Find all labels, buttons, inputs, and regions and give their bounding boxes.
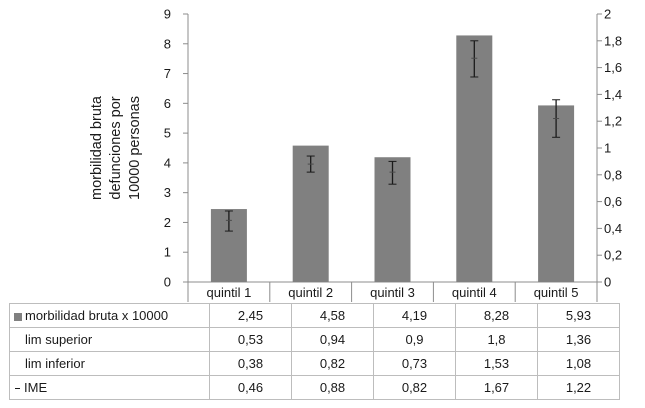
y-axis-label: morbilidad bruta defunciones por 10000 per… bbox=[89, 95, 143, 200]
y-axis-title-line: defunciones por bbox=[108, 96, 124, 199]
y-axis-title: morbilidad bruta defunciones por 10000 per… bbox=[89, 95, 143, 200]
row-label-text: morbilidad bruta x 10000 bbox=[25, 308, 169, 323]
error-bars bbox=[224, 40, 561, 232]
row-label: IME bbox=[9, 375, 210, 400]
row-label-text: IME bbox=[24, 380, 48, 395]
right-tick-label: 1 bbox=[604, 141, 611, 156]
row-label: lim superior bbox=[9, 327, 210, 352]
category-label: quintil 1 bbox=[206, 285, 251, 300]
table-cell: 0,46 bbox=[209, 375, 292, 400]
bars bbox=[210, 35, 575, 282]
right-tick-label: 1,2 bbox=[604, 114, 622, 129]
left-tick-label: 8 bbox=[164, 36, 171, 51]
table-cell: 0,94 bbox=[291, 327, 374, 352]
legend-key bbox=[14, 312, 22, 321]
table-cell: 1,22 bbox=[537, 375, 620, 400]
category-label: quintil 5 bbox=[534, 285, 579, 300]
left-tick-label: 1 bbox=[164, 245, 171, 260]
table-row: lim superior 0,53 0,94 0,9 1,8 1,36 bbox=[9, 327, 620, 352]
right-tick-label: 1,4 bbox=[604, 87, 622, 102]
category-label: quintil 4 bbox=[452, 285, 497, 300]
table-cell: 0,82 bbox=[373, 375, 456, 400]
y-axis-title-line: 10000 personas bbox=[127, 96, 143, 200]
left-axis-ticks: 0 1 2 3 4 5 6 7 8 9 bbox=[164, 7, 171, 290]
table-cell: 8,28 bbox=[455, 303, 538, 328]
table-cell: 5,93 bbox=[537, 303, 620, 328]
table-cell: 0,88 bbox=[291, 375, 374, 400]
left-tick-label: 5 bbox=[164, 126, 171, 141]
table-cell: 1,67 bbox=[455, 375, 538, 400]
row-label-text: lim inferior bbox=[25, 356, 85, 371]
left-tick-label: 7 bbox=[164, 66, 171, 81]
right-tick-label: 1,6 bbox=[604, 60, 622, 75]
right-tick-label: 0,6 bbox=[604, 194, 622, 209]
data-table: morbilidad bruta x 10000 2,45 4,58 4,19 8,28… bbox=[9, 303, 620, 400]
right-tick-label: 0 bbox=[604, 275, 611, 290]
right-tick-label: 2 bbox=[604, 7, 611, 22]
table-cell: 4,19 bbox=[373, 303, 456, 328]
row-label: lim inferior bbox=[9, 351, 210, 376]
row-label-text: lim superior bbox=[25, 332, 93, 347]
table-row: IME 0,46 0,88 0,82 1,67 1,22 bbox=[9, 375, 620, 400]
table-cell: 2,45 bbox=[209, 303, 292, 328]
table-cell: 1,08 bbox=[537, 351, 620, 376]
left-tick-label: 2 bbox=[164, 215, 171, 230]
legend-key bbox=[15, 388, 20, 390]
left-tick-label: 6 bbox=[164, 96, 171, 111]
table-cell: 4,58 bbox=[291, 303, 374, 328]
row-label: morbilidad bruta x 10000 bbox=[9, 303, 210, 328]
chart-svg: morbilidad bruta defunciones por 10000 per… bbox=[89, 7, 622, 302]
right-tick-label: 1,8 bbox=[604, 33, 622, 48]
left-tick-label: 3 bbox=[164, 185, 171, 200]
category-label: quintil 2 bbox=[288, 285, 333, 300]
right-tick-label: 0,8 bbox=[604, 167, 622, 182]
table-cell: 0,82 bbox=[291, 351, 374, 376]
left-tick-label: 4 bbox=[164, 155, 171, 170]
right-tick-label: 0,4 bbox=[604, 221, 622, 236]
y-axis-title-line: morbilidad bruta bbox=[89, 95, 105, 200]
table-cell: 0,53 bbox=[209, 327, 292, 352]
category-labels: quintil 1 quintil 2 quintil 3 quintil 4 quin… bbox=[206, 285, 578, 300]
table-row: lim inferior 0,38 0,82 0,73 1,53 1,08 bbox=[9, 351, 620, 376]
table-cell: 0,73 bbox=[373, 351, 456, 376]
left-tick-label: 0 bbox=[164, 275, 171, 290]
table-cell: 0,9 bbox=[373, 327, 456, 352]
right-axis-ticks: 0 0,2 0,4 0,6 0,8 1 1,2 1,4 1,6 1,8 2 bbox=[604, 7, 622, 290]
right-tick-label: 0,2 bbox=[604, 248, 622, 263]
table-row: morbilidad bruta x 10000 2,45 4,58 4,19 8,28… bbox=[9, 303, 620, 328]
left-tick-label: 9 bbox=[164, 7, 171, 22]
table-cell: 1,53 bbox=[455, 351, 538, 376]
table-cell: 0,38 bbox=[209, 351, 292, 376]
category-label: quintil 3 bbox=[370, 285, 415, 300]
table-cell: 1,8 bbox=[455, 327, 538, 352]
table-cell: 1,36 bbox=[537, 327, 620, 352]
